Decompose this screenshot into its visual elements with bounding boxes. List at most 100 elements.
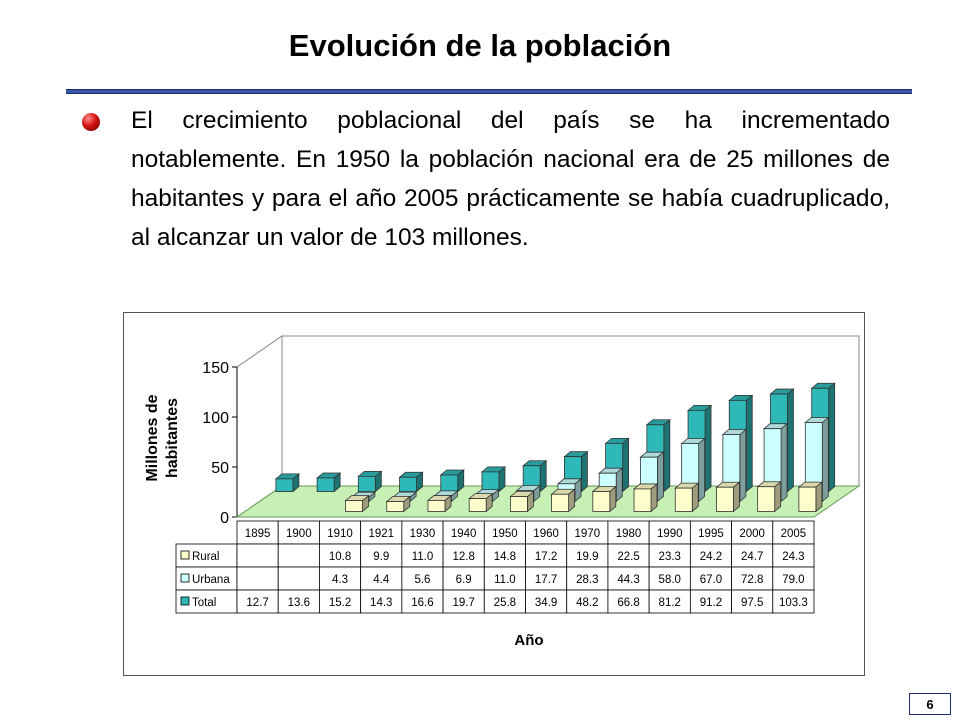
table-cell-value: 91.2 [700,597,722,609]
table-cell-value: 58.0 [659,574,681,586]
bar-front [481,471,500,492]
table-cell-value: 79.0 [782,574,804,586]
bar-front [345,500,363,512]
table-cell [772,589,815,614]
table-category-label: 1930 [410,528,436,540]
bar-front [275,478,294,492]
bar-front [551,493,570,512]
bar-side [787,388,794,493]
bar-total [439,469,465,493]
bar-front [674,487,693,512]
side-wall [236,335,283,518]
bar-front [316,477,335,492]
x-axis-label: Año [514,632,543,649]
table-category-label: 1921 [368,528,394,540]
bar-side [745,394,753,493]
table-category-label: 1990 [657,528,683,540]
legend-swatch [180,573,190,583]
bar-total [316,472,342,493]
bar-total [398,471,424,493]
table-cell-value: 13.6 [288,597,310,609]
bar-front [757,486,776,512]
bar-front [357,475,376,492]
table-cell-value: 19.9 [576,551,598,563]
bar-side [657,451,664,503]
bar-total [274,473,301,493]
table-cell-value: 28.3 [576,574,598,586]
legend-label: Urbana [192,574,230,586]
bar-side [704,404,712,493]
table-cell-value: 24.3 [782,551,804,563]
table-cell [277,566,320,591]
body-text: El crecimiento poblacional del país se h… [131,107,890,251]
table-cell-value: 81.2 [659,597,681,609]
table-cell-value: 5.6 [414,574,430,586]
table-cell-value: 67.0 [700,574,722,586]
bar-rural [509,490,535,513]
bar-front [798,486,817,512]
table-cell [277,543,320,568]
bar-front [468,498,487,512]
table-category-label: 1960 [533,528,559,540]
chart-frame: 0 50 100 150 1895 1900 1910 1921 1930 1940 1950 19… [123,312,865,676]
table-cell-value: 23.3 [659,551,681,563]
table-category-label: 1940 [451,528,477,540]
legend-label: Total [192,597,216,609]
table-category-label: 2000 [739,528,765,540]
table-cell-value: 48.2 [576,597,598,609]
slide-title: Evolución de la población [288,28,672,63]
bar-front [509,496,528,512]
table-cell-value: 4.4 [373,574,390,586]
population-chart: 0 50 100 150 1895 1900 1910 1921 1930 1940 1950 19… [144,335,861,649]
table-cell-value: 10.8 [329,551,351,563]
bullet-icon [82,113,100,131]
bar-total [357,470,383,493]
table-cell-value: 15.2 [329,597,351,609]
table-category-label: 1900 [286,528,312,540]
bar-side [580,450,588,493]
y-axis-label-line2: habitantes [164,398,181,478]
legend-swatch [180,596,190,606]
bar-total [480,466,507,493]
bar-rural [550,488,576,513]
bar-front [440,474,459,492]
table-cell-value: 72.8 [741,574,763,586]
bar-side [821,416,829,503]
table-category-label: 1950 [492,528,518,540]
table-cell-value: 17.7 [535,574,557,586]
table-cell-value: 66.8 [617,597,639,609]
bar-side [663,418,671,493]
table-category-label: 1895 [245,528,271,540]
bar-side [828,382,836,493]
table-cell-value: 44.3 [617,574,639,586]
bar-rural [426,494,453,513]
bar-side [615,467,623,503]
table-category-label: 2005 [781,528,807,540]
bar-front [386,501,405,512]
bar-front [399,476,417,492]
bar-front [633,488,652,512]
table-cell-value: 19.7 [452,597,474,609]
table-cell-value: 4.3 [332,574,348,586]
table-cell-value: 12.8 [452,551,474,563]
bar-front [427,500,446,512]
bar-rural [468,492,494,513]
bar-rural [756,480,782,513]
table-cell [236,543,279,568]
title-divider [66,89,912,94]
bar-rural [632,483,659,513]
y-tick-label: 50 [211,460,229,477]
legend-label: Rural [192,551,219,563]
table-cell-value: 103.3 [779,597,808,609]
bar-side [622,437,630,493]
bar-side [780,422,788,503]
table-cell-value: 24.2 [700,551,722,563]
bar-rural [715,481,741,513]
table-cell-value: 17.2 [535,551,557,563]
chart-walls [236,335,860,518]
bar-rural [674,482,700,513]
table-category-label: 1910 [327,528,353,540]
table-category-label: 1980 [616,528,642,540]
table-cell-value: 97.5 [741,597,763,609]
table-cell-value: 9.9 [373,551,389,563]
